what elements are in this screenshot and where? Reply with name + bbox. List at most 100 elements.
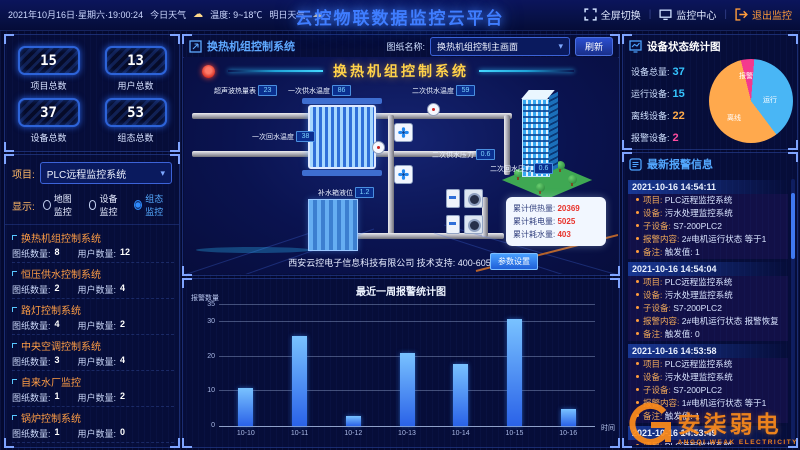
building-pipe (504, 115, 510, 175)
drawing-select[interactable]: 换热机组控制主画面 ▾ (429, 36, 570, 56)
panel-corner (788, 152, 798, 162)
panel-corner (170, 142, 180, 152)
bar-10-16 (560, 408, 576, 426)
stat-value: 13 (104, 46, 167, 75)
sensor-一次回水温度: 一次回水温度 38 (252, 131, 315, 142)
fullscreen-icon (584, 8, 597, 21)
device-stat-row: 离线设备: 22 (631, 110, 685, 122)
sensor-value: 0.6 (534, 163, 553, 174)
radio-地图监控[interactable]: 地图监控 (42, 192, 81, 218)
alarm-field: 备注: 触发值: 1 (628, 410, 788, 423)
bullet-icon (636, 362, 639, 365)
panel-corner (4, 438, 14, 448)
chevron-down-icon: ▾ (558, 40, 563, 51)
bar-10-13 (399, 353, 415, 426)
system-list-item[interactable]: 恒压供水控制系统 图纸数量: 2 用户数量: 4 (12, 263, 174, 299)
fullscreen-button[interactable]: 全屏切换 (584, 7, 641, 22)
pump-fan-1 (394, 123, 413, 142)
panel-corner (622, 34, 632, 44)
alarms-title: 最新报警信息 (647, 159, 713, 171)
x-axis-label: 时间 (601, 425, 615, 432)
y-tick: 30 (207, 318, 215, 326)
fan-icon (398, 169, 409, 180)
water-tank (308, 199, 358, 251)
project-select[interactable]: PLC远程监控系统 ▾ (39, 162, 172, 184)
alarm-bar-plot: 0 10 20 30 35 10-10 10-11 10-12 10-13 10-14 10-15 1… (207, 301, 595, 437)
bullet-icon (636, 332, 639, 335)
scrollbar-thumb[interactable] (791, 193, 795, 259)
alarm-field: 子设备: S7-200PLC2 (628, 220, 788, 233)
gridline (219, 321, 595, 323)
sensor-一次供水温度: 一次供水温度 86 (288, 85, 351, 96)
drawing-icon (189, 39, 202, 53)
tank-pipe (482, 197, 488, 237)
sensor-二次供水温度: 二次供水温度 59 (412, 85, 475, 96)
y-tick: 10 (207, 387, 215, 395)
panel-corner (610, 278, 620, 288)
scada-footer-text: 西安云控电子信息科技有限公司 技术支持: 400-605-6696 (288, 258, 514, 268)
stat-label: 项目总数 (30, 81, 67, 91)
bar-10-14 (453, 363, 469, 426)
x-tick: 10-14 (451, 430, 470, 437)
system-list-item[interactable]: 换热机组控制系统 图纸数量: 8 用户数量: 12 (12, 227, 174, 263)
panel-corner (182, 34, 192, 44)
radio-设备监控[interactable]: 设备监控 (88, 192, 127, 218)
total-row: 累计耗电量: 5025 (513, 217, 576, 226)
tomorrow-weather-label: 明日天气 (269, 10, 306, 20)
panel-corner (182, 278, 192, 288)
today-weather-label: 今日天气 (150, 10, 187, 20)
params-settings-button[interactable]: 参数设置 (490, 253, 538, 270)
system-list-item[interactable]: 路灯控制系统 图纸数量: 4 用户数量: 2 (12, 299, 174, 335)
total-row: 累计耗水量: 403 (513, 230, 571, 239)
panel-corner (4, 34, 14, 44)
alarm-field: 设备: 污水处理监控系统 (628, 371, 788, 384)
bullet-icon (636, 198, 639, 201)
bullet-icon (636, 401, 639, 404)
alarm-scrollbar[interactable] (791, 179, 795, 443)
top-bar: 2021年10月16日·星期六·19:00:24 今日天气 ☁ 温度: 9~18… (0, 0, 800, 31)
pie-label-offline: 离线 (727, 115, 741, 122)
refresh-button[interactable]: 刷新 (574, 36, 613, 56)
alarm-field: 设备: 污水处理监控系统 (628, 289, 788, 302)
temperature-text: 温度: 9~18℃ (210, 10, 263, 20)
chart-icon (629, 39, 642, 53)
tree (536, 183, 545, 194)
bar-10-10 (238, 387, 254, 426)
bullet-icon (636, 306, 639, 309)
scada-header-title: 换热机组控制系统 (207, 41, 295, 53)
exit-monitor-button[interactable]: 退出监控 (735, 7, 792, 22)
alarm-field: 报警内容: 2#电机运行状态 报警恢复 (628, 315, 788, 328)
radio-组态监控[interactable]: 组态监控 (134, 192, 172, 218)
heat-exchanger (302, 98, 382, 176)
circulation-pump-1 (446, 189, 460, 208)
panel-corner (182, 438, 192, 448)
alarm-field: 项目: PLC远程监控系统 (628, 276, 788, 289)
alarm-field: 备注: 触发值: 1 (628, 246, 788, 259)
y-tick: 0 (211, 422, 215, 429)
system-list-item[interactable]: 中央空调控制系统 图纸数量: 3 用户数量: 4 (12, 335, 174, 371)
stat-label: 组态总数 (117, 133, 154, 143)
corner-tick-icon (12, 415, 17, 420)
system-list-item[interactable]: 自来水厂监控 图纸数量: 1 用户数量: 2 (12, 371, 174, 407)
corner-tick-icon (12, 379, 17, 384)
panel-corner (622, 438, 632, 448)
page-title: 云控物联数据监控云平台 (295, 9, 505, 28)
pressure-gauge-1 (427, 103, 440, 116)
alarm-field: 报警内容: 2#电机运行状态 等于1 (628, 233, 788, 246)
stats-grid: 15 项目总数 13 用户总数 37 设备总数 53 组态总数 (5, 35, 179, 144)
y-tick: 35 (207, 301, 215, 308)
y-axis-label: 报警数量 (191, 295, 219, 302)
stat-label: 用户总数 (117, 81, 154, 91)
system-list-item[interactable]: 锅炉控制系统 图纸数量: 1 用户数量: 0 (12, 407, 174, 443)
alarm-chart-panel: 最近一周报警统计图 报警数量 时间 0 10 20 30 35 10-10 10-11 10-… (182, 278, 620, 448)
monitor-center-button[interactable]: 监控中心 (659, 7, 716, 22)
device-status-rows: 设备总量: 37 运行设备: 15 离线设备: 22 报警设备: 2 (631, 65, 685, 153)
alarm-field: 项目: PLC远程监控系统 (628, 358, 788, 371)
alarm-field: 项目: PLC远程监控系统 (628, 194, 788, 207)
top-actions: 全屏切换 | 监控中心 | 退出监控 (584, 7, 792, 22)
x-tick: 10-11 (290, 430, 309, 437)
project-panel: 项目: PLC远程监控系统 ▾ 显示: 地图监控 设备监控 组态监控 换热机组控制系… (4, 154, 180, 448)
bullet-icon (636, 414, 639, 417)
bullet-icon (636, 211, 639, 214)
